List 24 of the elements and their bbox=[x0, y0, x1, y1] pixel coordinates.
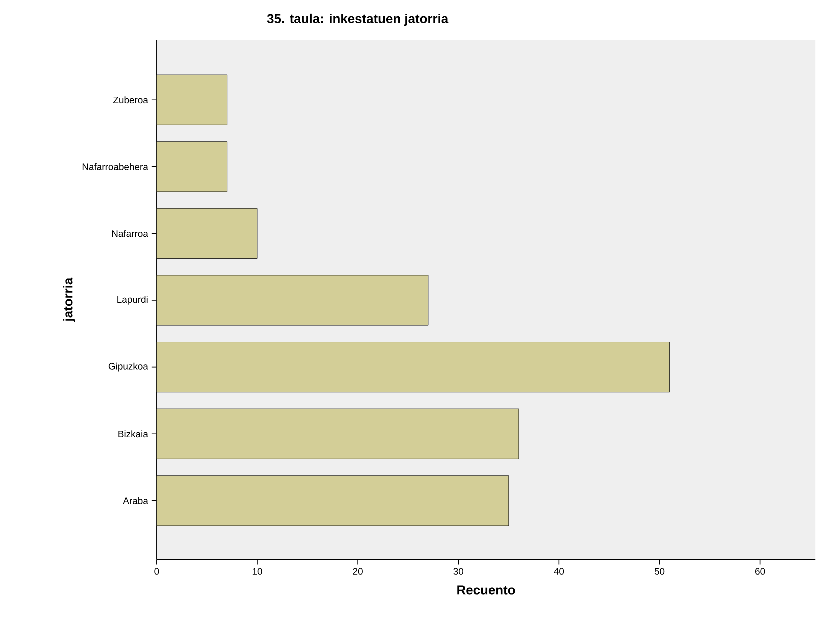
x-tick-label: 50 bbox=[654, 568, 665, 576]
x-tick-label: 20 bbox=[353, 568, 363, 576]
x-tick-label: 10 bbox=[252, 568, 262, 576]
x-tick-label: 60 bbox=[756, 568, 766, 576]
y-tick-label: Bizkaia bbox=[118, 430, 148, 438]
bar bbox=[156, 275, 429, 326]
y-tick-label: Nafarroabehera bbox=[82, 164, 148, 171]
x-tick-label: 30 bbox=[454, 568, 464, 576]
y-tick-label: Araba bbox=[123, 498, 148, 505]
bar bbox=[156, 142, 228, 192]
x-axis-title: Recuento bbox=[458, 586, 516, 595]
bar bbox=[156, 409, 520, 460]
bar bbox=[156, 208, 258, 260]
bar bbox=[156, 75, 228, 126]
bar bbox=[156, 476, 510, 526]
x-tick-label: 40 bbox=[554, 568, 564, 576]
y-tick-label: Nafarroa bbox=[112, 230, 148, 238]
y-tick-label: Zuberoa bbox=[113, 96, 148, 104]
y-axis-title: jatorria bbox=[63, 278, 76, 322]
x-tick-label: 0 bbox=[154, 568, 160, 576]
bar bbox=[156, 342, 670, 393]
y-tick-label: Lapurdi bbox=[118, 296, 148, 306]
chart-title: 35. taula: inkestatuen jatorria bbox=[267, 14, 449, 26]
y-tick-label: Gipuzkoa bbox=[108, 363, 148, 372]
